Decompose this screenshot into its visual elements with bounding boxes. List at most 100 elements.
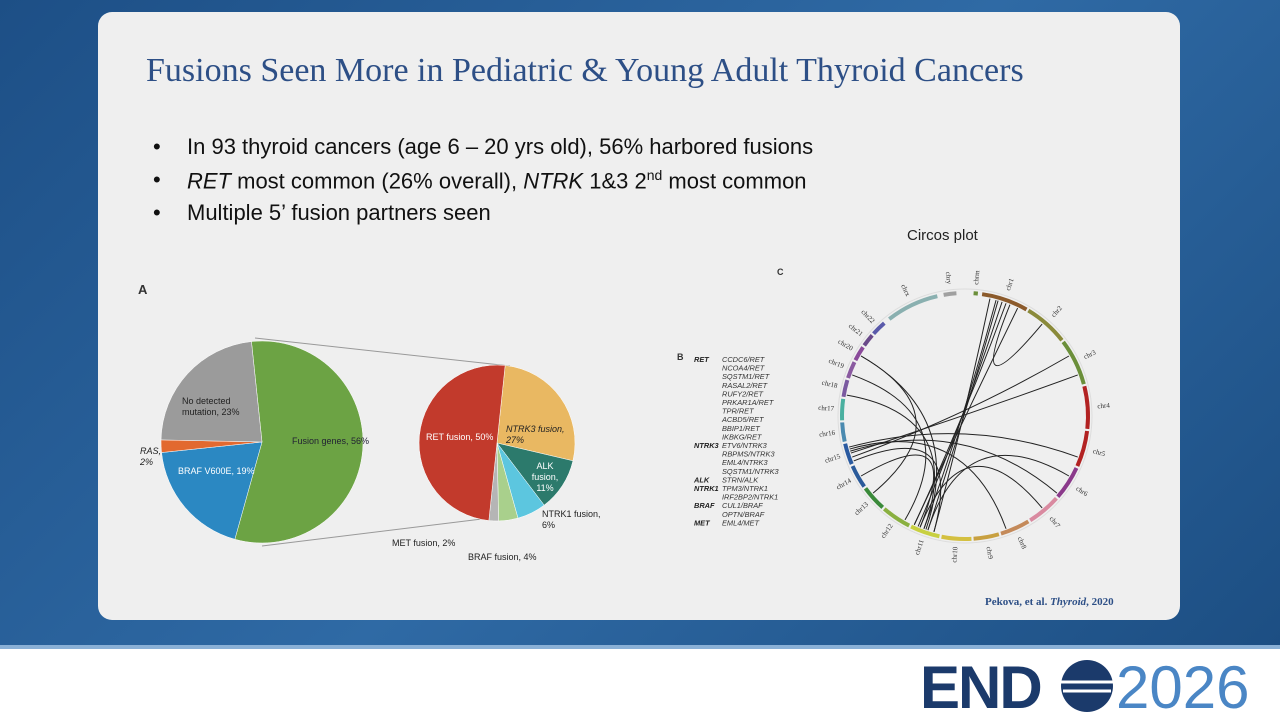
chord (913, 307, 1019, 525)
fusion-name: ACBD5/RET (721, 415, 764, 424)
chromosome-arc (1061, 340, 1086, 385)
chromosome-label: chry (944, 271, 954, 285)
bullet-text: Multiple 5’ fusion partners seen (187, 200, 491, 225)
chromosome-arc (863, 487, 885, 509)
fusion-name: RASAL2/RET (722, 381, 768, 390)
chord (860, 355, 938, 530)
chromosome-label: chr15 (824, 452, 842, 465)
citation-text: Pekova, et al. (985, 596, 1051, 608)
bullet-text: nd (646, 167, 663, 183)
chromosome-arc (1000, 519, 1030, 536)
fusion-name: STRN/ALK (722, 475, 759, 484)
pie-slice (160, 341, 263, 443)
pie-label: NTRK3 fusion, 27% (506, 424, 565, 445)
bullet-text: 1&3 2 (583, 168, 647, 194)
chromosome-label: chrm (972, 269, 981, 285)
circos-ring (837, 288, 1093, 544)
chromosome-arc (850, 465, 866, 488)
bullet: In 93 thyroid cancers (age 6 – 20 yrs ol… (153, 134, 814, 160)
logo-globe (1061, 660, 1113, 712)
graphics: RET CCDC6/RETNCOA4/RETSQSTM1/RETRASAL2/RE… (160, 269, 1111, 563)
chromosome-arc (888, 294, 938, 321)
chord (848, 433, 1078, 458)
fusion-name: SQSTM1/RET (722, 372, 770, 381)
chromosome-arc (840, 398, 846, 421)
chromosome-arc (1027, 308, 1064, 342)
chromosome-arc (872, 321, 886, 336)
chromosome-arc (973, 532, 1000, 541)
chord (860, 355, 917, 494)
chromosome-arc (943, 291, 957, 297)
logo-text: 2026 (1116, 654, 1250, 720)
gene-name: RET (694, 355, 710, 364)
chromosome-arc (841, 379, 850, 398)
fusion-name: SQSTM1/NTRK3 (722, 467, 780, 476)
bullet: RET most common (26% overall), NTRK 1&3 … (153, 167, 807, 194)
panel-letter: B (677, 352, 684, 362)
chromosome-label: chr16 (819, 429, 836, 439)
chromosome-label: chr6 (1074, 485, 1089, 499)
chord (850, 439, 1058, 494)
fusion-name: EML4/NTRK3 (722, 458, 768, 467)
chord (919, 465, 1043, 528)
chromosome-label: chr13 (853, 500, 871, 517)
fusion-name: RBPMS/NTRK3 (722, 450, 775, 459)
chromosome-arc (853, 346, 865, 362)
chromosome-label: chr17 (818, 404, 835, 413)
fusion-name: OPTN/BRAF (722, 510, 765, 519)
chord (927, 454, 1070, 531)
gene-name: ALK (693, 475, 710, 484)
fusion-name: NCOA4/RET (722, 364, 765, 373)
footer: END 2026 (0, 645, 1280, 720)
chord (913, 303, 1007, 525)
chord (917, 301, 1003, 527)
chromosome-arc (1082, 385, 1090, 430)
fusion-name: RUFY2/RET (722, 389, 764, 398)
slide: RET CCDC6/RET NCOA4/RET SQSTM1/RET RASAL2/RE… (98, 12, 1180, 620)
citation-text: Thyroid (1050, 596, 1087, 608)
chord (852, 374, 927, 521)
pie-label: BRAF fusion, 4% (468, 552, 537, 562)
pie-slice (234, 340, 364, 544)
pie-label: NTRK1 fusion, 6% (542, 509, 601, 530)
chromosome-label: chr19 (827, 357, 845, 371)
gene-name: MET (694, 518, 711, 527)
connector (254, 337, 511, 547)
fusion-name: TPR/RET (722, 407, 754, 416)
fusion-name: EML4/MET (722, 518, 759, 527)
fusion-name: PRKAR1A/RET (722, 398, 774, 407)
chromosome-arc (1075, 430, 1090, 467)
chord (992, 304, 1043, 367)
chromosome-label: chrx (899, 283, 912, 298)
chord (853, 447, 942, 533)
chromosome-label: chr10 (950, 546, 959, 563)
pie-label: MET fusion, 2% (392, 538, 456, 548)
citation-text: , 2020 (1086, 596, 1114, 608)
gene-name: BRAF (694, 501, 715, 510)
citation: Pekova, et al. Thyroid, 2020 (985, 596, 1114, 608)
pie-slice (161, 441, 263, 540)
fusion-name: TPM3/NTRK1 (722, 484, 768, 493)
chromosome-arc (910, 524, 940, 539)
gene-name: NTRK3 (694, 441, 720, 450)
chromosome-label: chr8 (1016, 536, 1029, 551)
pie-label: No detected mutation, 23% (182, 396, 240, 417)
bullet-text: In 93 thyroid cancers (age 6 – 20 yrs ol… (187, 134, 814, 159)
chromosome-arc (862, 333, 874, 347)
chromosome-arc (1056, 467, 1079, 499)
pie-label: RET fusion, 50% (426, 432, 494, 442)
bullet: Multiple 5’ fusion partners seen (153, 200, 491, 226)
pie-slice (418, 364, 506, 521)
chromosome-arc (840, 422, 847, 442)
pie-label: ALK fusion, 11% (531, 461, 559, 493)
fusion-name: BBIP1/RET (722, 424, 760, 433)
chromosome-label: chr1 (1004, 277, 1016, 292)
panel-letter: C (777, 267, 784, 277)
bullet-text: RET (187, 168, 231, 194)
chromosome-label: chr18 (821, 379, 839, 390)
chord (852, 355, 1070, 458)
chromosome-arc (882, 507, 911, 528)
chromosome-arc (846, 361, 857, 379)
chromosome-label: chr20 (837, 338, 855, 353)
